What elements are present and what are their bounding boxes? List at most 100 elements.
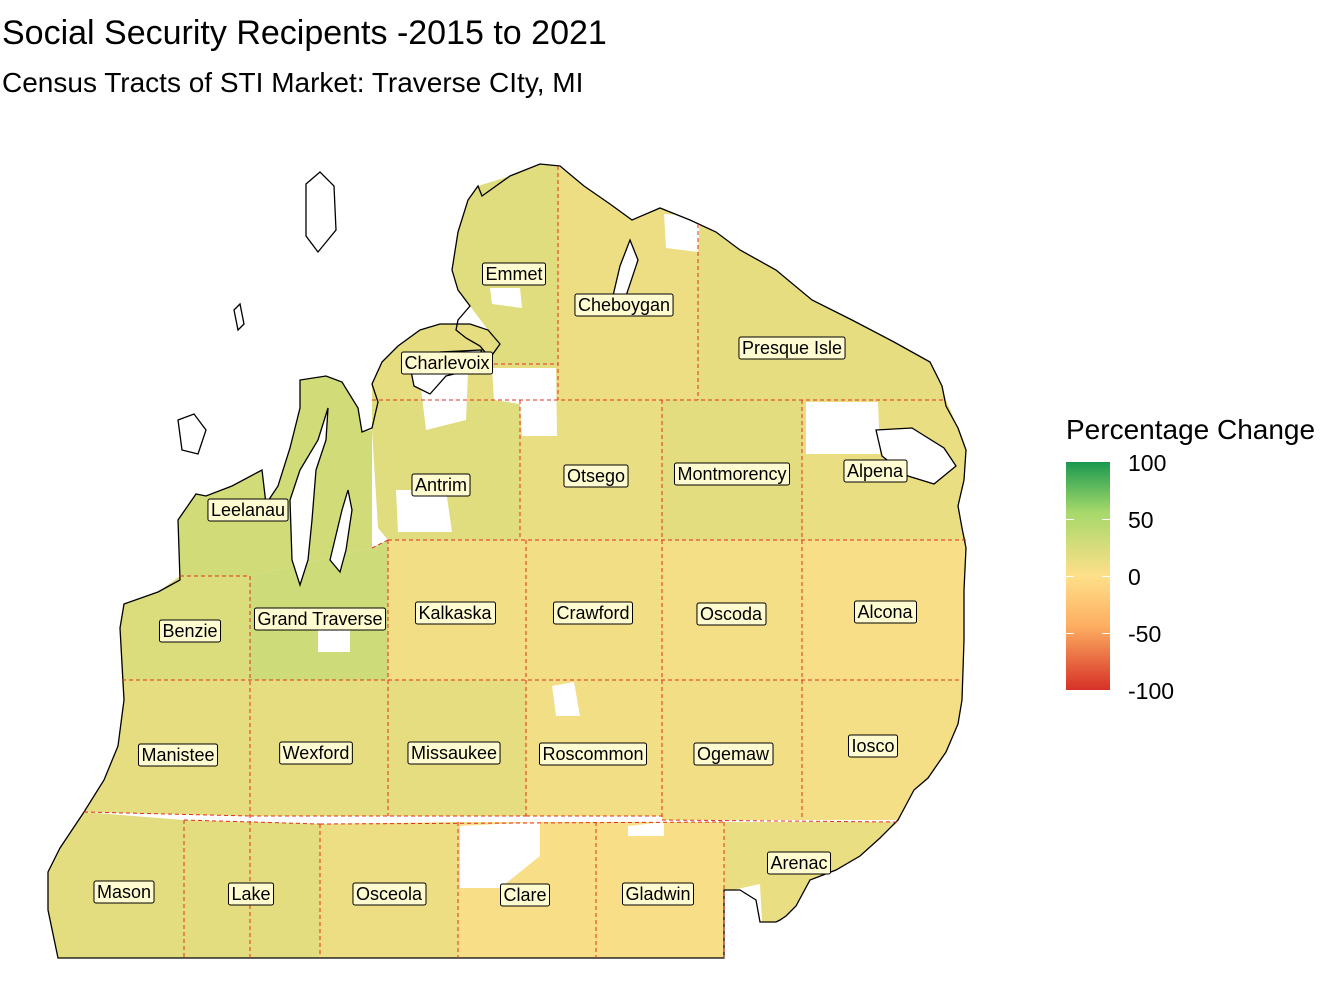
county-label-box — [738, 336, 846, 360]
county-label-charlevoix: Charlevoix — [400, 351, 494, 375]
county-label-text: Cheboygan — [578, 295, 670, 315]
county-label-crawford: Crawford — [552, 601, 634, 625]
county-label-box — [538, 742, 648, 766]
county-label-text: Montmorency — [677, 464, 786, 484]
county-label-benzie: Benzie — [158, 619, 222, 643]
legend-tick-label: -100 — [1128, 678, 1175, 704]
county-label-text: Clare — [503, 885, 546, 905]
county-label-box — [853, 600, 918, 624]
county-label-box — [279, 741, 353, 765]
county-label-gladwin: Gladwin — [621, 882, 695, 906]
county-borders — [83, 166, 966, 958]
county-label-manistee: Manistee — [137, 743, 219, 767]
county-border-line — [183, 819, 321, 825]
county-label-box — [563, 464, 629, 488]
missing-area-traverse — [318, 628, 350, 652]
county-label-text: Ogemaw — [697, 744, 770, 764]
county-label-box — [552, 601, 634, 625]
county-label-roscommon: Roscommon — [538, 742, 648, 766]
county-label-box — [414, 601, 497, 625]
county-label-text: Mason — [97, 882, 151, 902]
legend-tick-label: 50 — [1128, 507, 1154, 533]
north-manitou-island — [177, 413, 207, 455]
county-label-box — [696, 602, 767, 626]
county-label-cheboygan: Cheboygan — [574, 293, 674, 317]
missing-area-roscommon — [552, 682, 580, 716]
legend-tick-label: 0 — [1128, 564, 1141, 590]
missing-area-antrim — [396, 490, 452, 532]
county-label-text: Manistee — [141, 745, 214, 765]
county-label-box — [352, 882, 427, 906]
legend-tickmark — [1102, 633, 1110, 634]
county-border-line — [371, 539, 389, 549]
county-label-box — [673, 462, 791, 486]
county-label-text: Arenac — [770, 853, 827, 873]
county-label-text: Charlevoix — [404, 353, 489, 373]
grand-traverse-bay-west-arm — [289, 407, 329, 588]
legend-tickmark — [1102, 576, 1110, 577]
south-fox-island — [233, 302, 245, 332]
county-label-antrim: Antrim — [411, 473, 471, 497]
county-label-montmorency: Montmorency — [673, 462, 791, 486]
county-map: Emmet Cheboygan Presque Isle Charlevoix Antr… — [47, 163, 967, 959]
county-label-oscoda: Oscoda — [696, 602, 767, 626]
legend-tickmark — [1102, 519, 1110, 520]
county-label-ogemaw: Ogemaw — [693, 742, 774, 766]
county-label-text: Roscommon — [542, 744, 643, 764]
county-label-text: Grand Traverse — [257, 609, 382, 629]
county-label-alcona: Alcona — [853, 600, 918, 624]
county-label-arenac: Arenac — [766, 851, 832, 875]
missing-area-boyne — [492, 368, 557, 436]
county-label-text: Presque Isle — [742, 338, 842, 358]
legend-tick-label: -50 — [1128, 621, 1162, 647]
county-label-text: Alpena — [847, 461, 904, 481]
county-label-text: Kalkaska — [418, 603, 492, 623]
county-label-box — [93, 880, 155, 904]
county-label-text: Lake — [231, 884, 270, 904]
county-label-box — [843, 459, 908, 483]
county-label-presque-isle: Presque Isle — [738, 336, 846, 360]
county-label-clare: Clare — [499, 883, 551, 907]
missing-area-arenac — [724, 884, 762, 932]
thunder-bay — [875, 427, 957, 485]
county-label-wexford: Wexford — [279, 741, 353, 765]
county-label-box — [158, 619, 222, 643]
county-label-box — [621, 882, 695, 906]
county-label-kalkaska: Kalkaska — [414, 601, 497, 625]
map-subtitle: Census Tracts of STI Market: Traverse CI… — [2, 67, 584, 98]
county-border-line — [661, 819, 899, 823]
county-label-text: Iosco — [851, 736, 894, 756]
county-label-text: Crawford — [556, 603, 629, 623]
county-label-text: Antrim — [415, 475, 467, 495]
county-label-alpena: Alpena — [843, 459, 908, 483]
missing-area-mackinaw — [664, 214, 700, 252]
county-border-line — [319, 821, 725, 825]
county-labels: Emmet Cheboygan Presque Isle Charlevoix Antr… — [93, 262, 918, 907]
legend-title: Percentage Change — [1066, 414, 1316, 445]
county-label-mason: Mason — [93, 880, 155, 904]
county-label-missaukee: Missaukee — [407, 741, 501, 765]
county-label-box — [407, 741, 501, 765]
county-label-box — [400, 351, 494, 375]
county-label-box — [766, 851, 832, 875]
county-label-iosco: Iosco — [847, 734, 899, 758]
county-label-text: Osceola — [356, 884, 423, 904]
county-label-lake: Lake — [227, 882, 275, 906]
county-label-text: Alcona — [857, 602, 913, 622]
county-label-otsego: Otsego — [563, 464, 629, 488]
county-label-osceola: Osceola — [352, 882, 427, 906]
county-label-box — [227, 882, 275, 906]
legend-tickmark — [1066, 576, 1074, 577]
missing-area-gladwin — [628, 822, 664, 836]
county-label-text: Oscoda — [700, 604, 763, 624]
county-label-box — [137, 743, 219, 767]
county-label-text: Missaukee — [411, 743, 497, 763]
county-label-leelanau: Leelanau — [207, 498, 289, 522]
county-label-emmet: Emmet — [481, 262, 547, 286]
legend-tickmark — [1066, 633, 1074, 634]
county-label-text: Otsego — [567, 466, 625, 486]
missing-data-areas — [318, 214, 880, 932]
county-region-presque-isle — [698, 224, 946, 400]
county-label-box — [411, 473, 471, 497]
county-label-box — [847, 734, 899, 758]
